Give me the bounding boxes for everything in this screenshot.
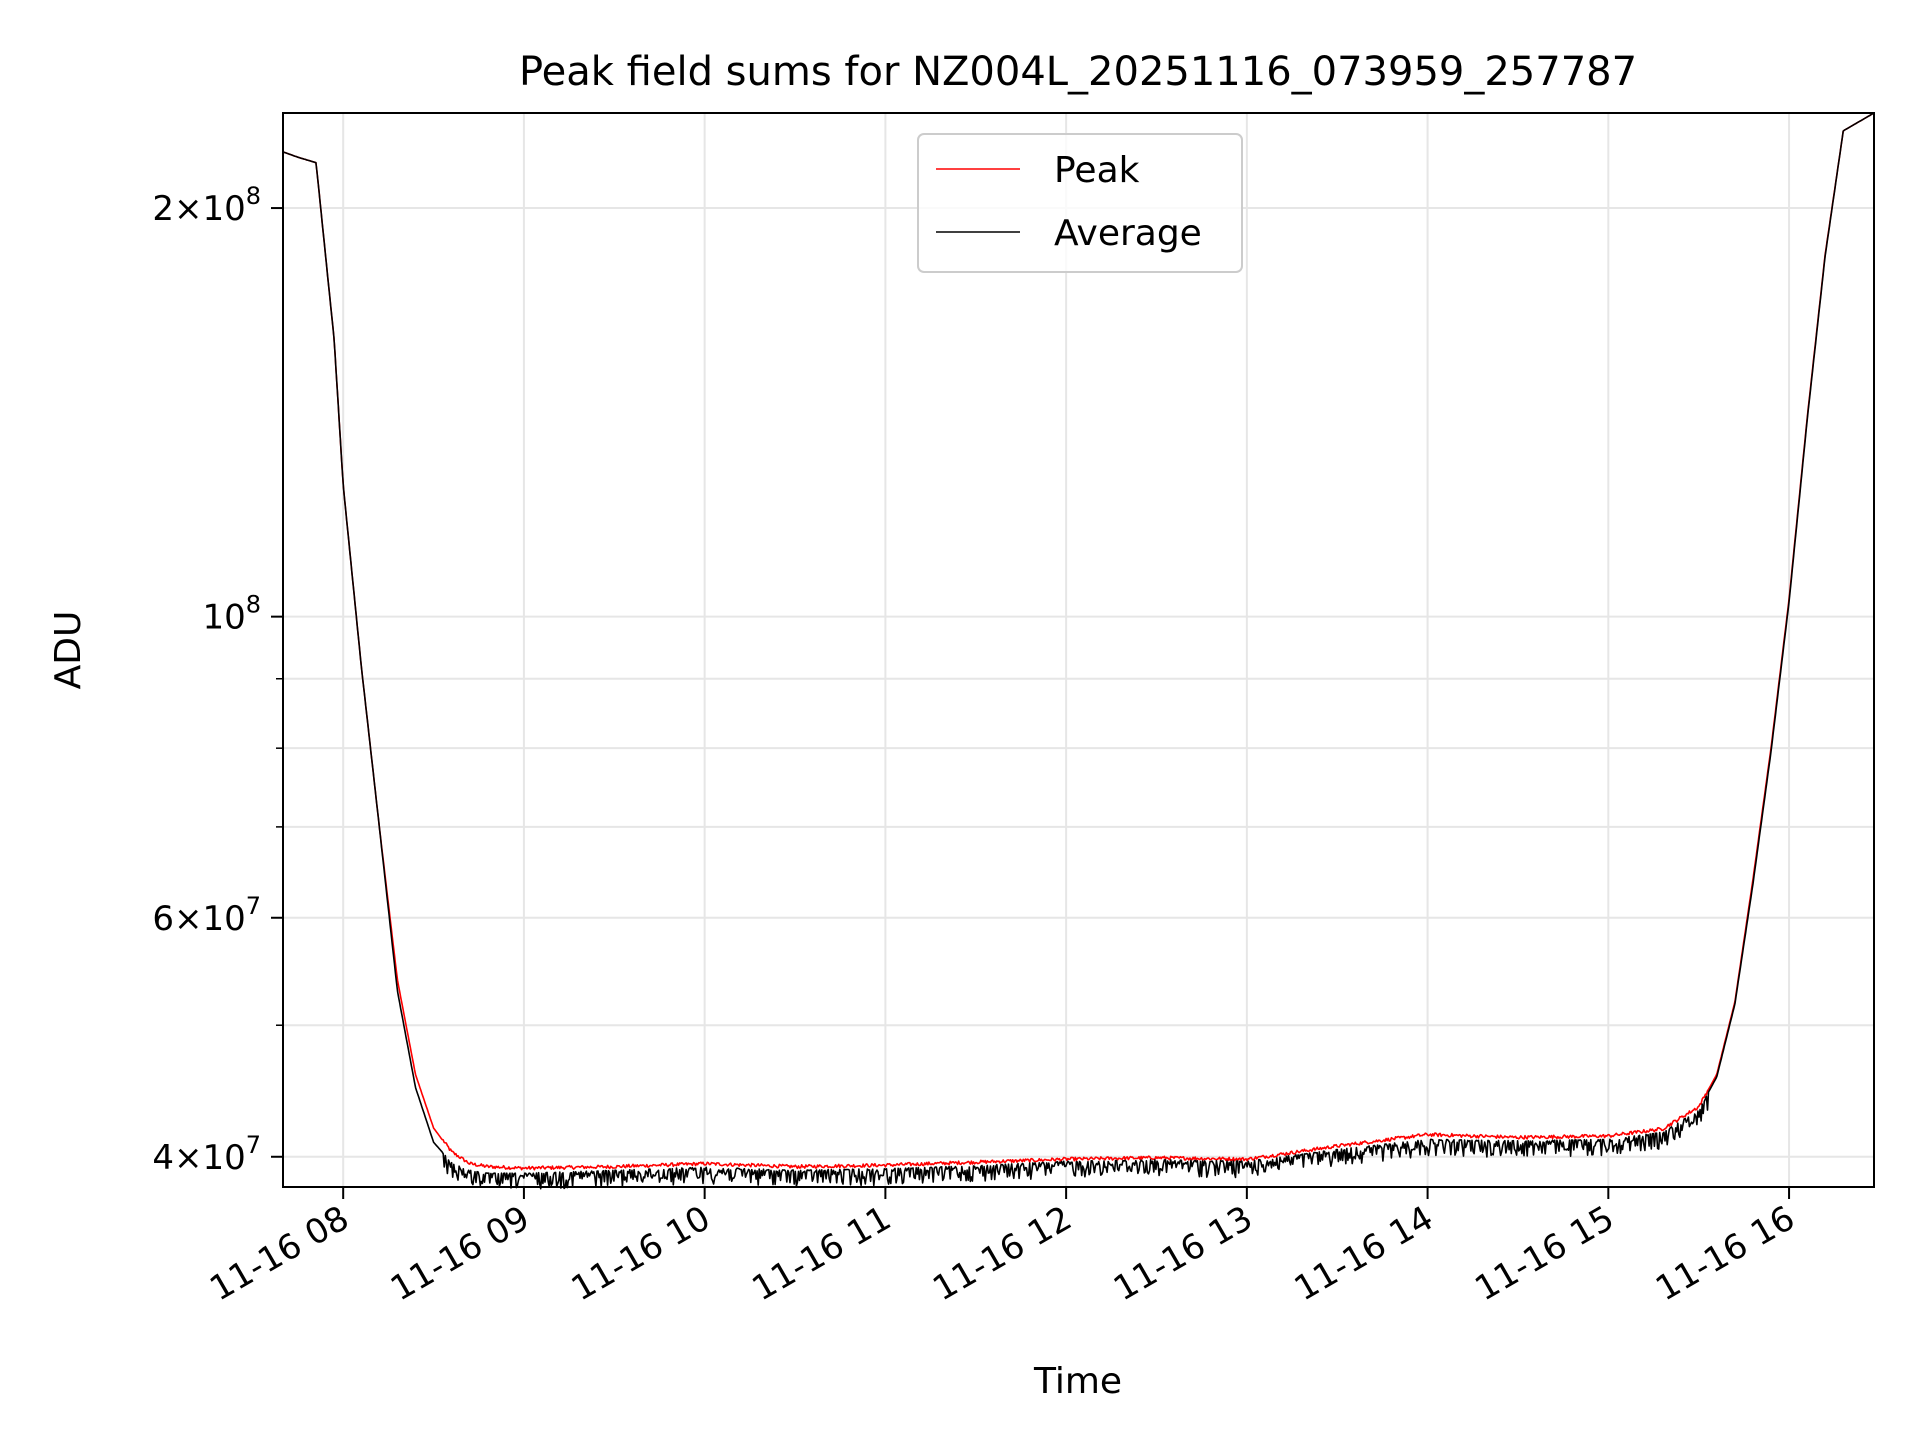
x-tick-label: 11-16 16 <box>1649 1198 1801 1309</box>
grid <box>283 113 1874 1187</box>
x-tick-label: 11-16 13 <box>1107 1198 1259 1309</box>
y-axis: 4×107 6×107 108 2×108 <box>152 182 283 1178</box>
x-tick-label: 11-16 14 <box>1288 1198 1440 1309</box>
x-tick-label: 11-16 12 <box>926 1198 1078 1309</box>
x-tick-label: 11-16 08 <box>203 1198 355 1309</box>
plot-area-frame <box>282 112 1875 1188</box>
legend: Peak Average <box>917 133 1243 273</box>
legend-label-average: Average <box>1054 213 1202 254</box>
x-axis-label: Time <box>1033 1361 1122 1402</box>
x-tick-label: 11-16 10 <box>565 1198 717 1309</box>
x-tick-label: 11-16 09 <box>384 1198 536 1309</box>
legend-label-peak: Peak <box>1054 150 1140 191</box>
x-axis: 11-16 08 11-16 09 11-16 10 11-16 11 11-16 12… <box>203 1187 1802 1309</box>
y-tick-label: 108 <box>202 591 261 638</box>
x-tick-label: 11-16 11 <box>745 1198 897 1309</box>
x-tick-label: 11-16 15 <box>1468 1198 1620 1309</box>
chart-title: Peak field sums for NZ004L_20251116_0739… <box>519 49 1637 95</box>
y-tick-label: 4×107 <box>152 1131 261 1178</box>
series-layer <box>282 112 1875 1190</box>
y-tick-label: 2×108 <box>152 182 261 229</box>
series-line-peak <box>282 112 1875 1171</box>
y-axis-label: ADU <box>48 611 89 690</box>
series-line-average <box>282 112 1875 1190</box>
y-tick-label: 6×107 <box>152 892 261 939</box>
